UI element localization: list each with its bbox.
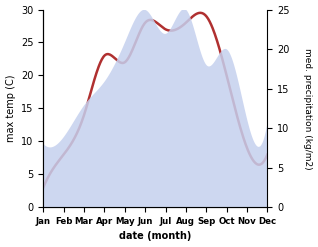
Y-axis label: med. precipitation (kg/m2): med. precipitation (kg/m2) bbox=[303, 48, 313, 169]
X-axis label: date (month): date (month) bbox=[119, 231, 191, 242]
Y-axis label: max temp (C): max temp (C) bbox=[5, 75, 16, 142]
